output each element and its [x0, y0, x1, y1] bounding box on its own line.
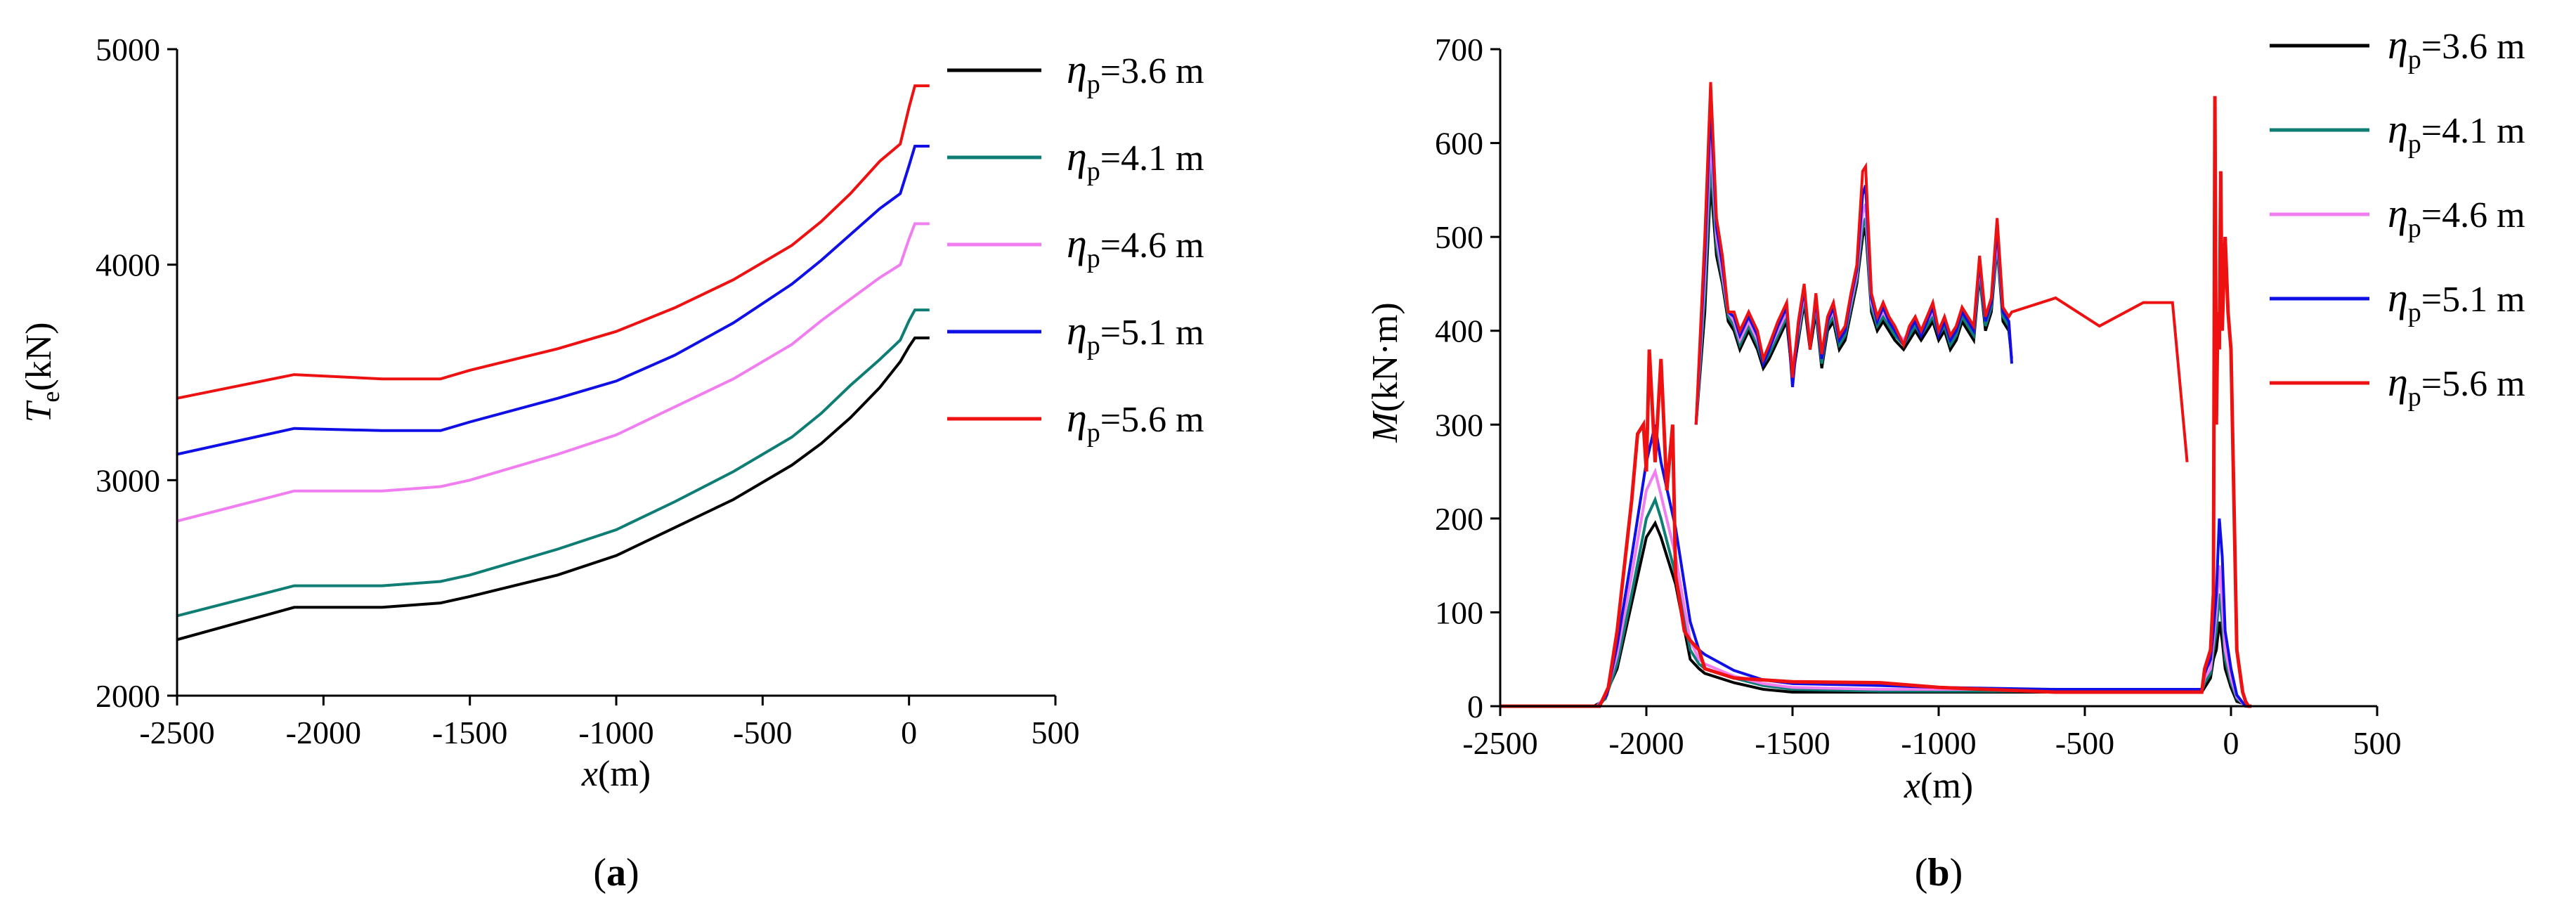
panel-a-y-tick-label: 3000: [96, 462, 160, 498]
panel-b-y-tick-label: 100: [1435, 594, 1483, 630]
panel-a-x-axis-title: x(m): [581, 754, 651, 794]
panel-a-legend: ηp=3.6 m ηp=4.1 m ηp=4.6 m ηp=5.1 m ηp=5.6 m: [947, 46, 1204, 448]
panel-b: -2500 -2000 -1500 -1000 -500 0 500 0 100 200 300 40…: [1365, 22, 2525, 895]
panel-a-label: (a): [593, 851, 639, 895]
panel-a-series-line: [176, 308, 930, 618]
panel-b-axes: -2500 -2000 -1500 -1000 -500 0 500 0 100 200 300 40…: [1435, 32, 2402, 761]
panel-b-legend-label: ηp=3.6 m: [2388, 22, 2525, 74]
panel-a-x-tick-label: -2000: [286, 715, 361, 750]
panel-b-x-axis-title: x(m): [1904, 766, 1973, 806]
panel-b-series-line: [1500, 96, 2252, 708]
panel-a-legend-label: ηp=3.6 m: [1067, 46, 1204, 99]
panel-b-y-tick-label: 0: [1467, 689, 1483, 724]
panel-b-legend-label: ηp=4.1 m: [2388, 106, 2525, 159]
panel-b-series-line: [1694, 82, 2189, 462]
panel-a-x-tick-label: -1000: [578, 715, 653, 750]
panel-b-series-line: [1500, 495, 2252, 708]
panel-b-legend-label: ηp=5.6 m: [2388, 359, 2525, 412]
panel-a-legend-label: ηp=4.6 m: [1067, 221, 1204, 273]
panel-a-series-line: [176, 84, 930, 400]
panel-a-y-tick-label: 5000: [96, 32, 160, 67]
panel-a-series-line: [176, 222, 930, 523]
panel-a-y-tick-label: 2000: [96, 678, 160, 714]
panel-b-y-tick-label: 200: [1435, 501, 1483, 537]
panel-a-series-line: [176, 336, 930, 642]
panel-a-x-tick-label: -1500: [432, 715, 507, 750]
panel-b-x-tick-label: -1500: [1755, 725, 1830, 761]
panel-b-y-tick-label: 700: [1435, 32, 1483, 67]
panel-b-series-line: [1694, 105, 2013, 425]
panel-b-label: (b): [1915, 851, 1963, 895]
panel-a-legend-label: ηp=5.6 m: [1067, 395, 1204, 448]
panel-b-x-tick-label: -2000: [1608, 725, 1684, 761]
panel-b-series-line: [1694, 180, 2013, 425]
panel-b-y-tick-label: 500: [1435, 219, 1483, 255]
panel-a-legend-label: ηp=5.1 m: [1067, 308, 1204, 360]
panel-b-x-tick-label: -1000: [1901, 725, 1976, 761]
panel-a-y-axis-title: Te(kN): [19, 322, 65, 422]
panel-a-series-group: [176, 84, 930, 642]
panel-b-x-tick-label: -500: [2055, 725, 2114, 761]
panel-b-x-tick-label: -2500: [1462, 725, 1537, 761]
panel-b-y-tick-label: 400: [1435, 313, 1483, 349]
panel-a-legend-label: ηp=4.1 m: [1067, 134, 1204, 186]
panel-b-y-axis-title: M(kN·m): [1365, 302, 1405, 443]
panel-b-x-tick-label: 0: [2223, 725, 2239, 761]
panel-b-legend-label: ηp=4.6 m: [2388, 190, 2525, 243]
panel-b-x-tick-label: 500: [2353, 725, 2402, 761]
panel-b-legend-label: ηp=5.1 m: [2388, 275, 2525, 327]
panel-a-x-tick-label: 500: [1032, 715, 1080, 750]
panel-b-series-line: [1500, 467, 2252, 708]
panel-a-series-line: [176, 145, 930, 456]
panel-b-y-tick-label: 300: [1435, 407, 1483, 443]
panel-a-x-tick-label: -2500: [139, 715, 214, 750]
panel-b-y-tick-label: 600: [1435, 126, 1483, 162]
panel-a-y-tick-label: 4000: [96, 247, 160, 283]
panel-a: -2500 -2000 -1500 -1000 -500 0 500 2000 3000 4000…: [19, 32, 1204, 895]
panel-b-legend: ηp=3.6 m ηp=4.1 m ηp=4.6 m ηp=5.1 m ηp=5.6 m: [2270, 22, 2525, 412]
panel-a-x-tick-label: -500: [733, 715, 792, 750]
panel-b-series-group: [1500, 82, 2252, 708]
panel-a-axes: -2500 -2000 -1500 -1000 -500 0 500 2000 3000 4000…: [96, 32, 1080, 750]
panel-a-x-tick-label: 0: [901, 715, 917, 750]
